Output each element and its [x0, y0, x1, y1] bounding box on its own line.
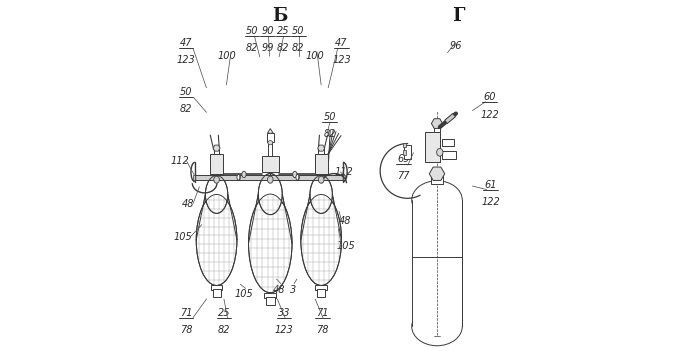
Bar	[210, 154, 223, 174]
Bar	[403, 150, 406, 155]
Text: 77: 77	[398, 171, 410, 181]
Text: 47: 47	[335, 38, 348, 48]
Polygon shape	[432, 119, 443, 128]
Ellipse shape	[411, 307, 462, 346]
Ellipse shape	[411, 181, 462, 219]
Bar	[261, 156, 279, 172]
Text: 25: 25	[277, 26, 289, 36]
Text: 82: 82	[292, 43, 304, 53]
Bar	[411, 200, 462, 326]
Bar	[432, 174, 443, 184]
Ellipse shape	[206, 176, 228, 213]
Bar	[316, 285, 327, 291]
Ellipse shape	[268, 176, 273, 183]
Ellipse shape	[242, 171, 246, 178]
Text: 82: 82	[218, 325, 230, 335]
Bar	[403, 143, 406, 147]
Text: 48: 48	[339, 216, 352, 226]
Bar	[213, 290, 220, 297]
Bar	[411, 200, 462, 326]
Text: Г: Г	[452, 7, 464, 25]
Text: 122: 122	[482, 197, 500, 207]
Text: 100: 100	[306, 51, 325, 61]
Ellipse shape	[436, 148, 443, 156]
Text: 48: 48	[273, 285, 286, 294]
Ellipse shape	[214, 176, 220, 183]
Ellipse shape	[301, 194, 341, 285]
Text: 112: 112	[170, 157, 189, 166]
Bar	[268, 142, 272, 156]
Bar	[266, 297, 275, 305]
Text: 100: 100	[218, 51, 236, 61]
Text: 82: 82	[246, 43, 259, 53]
Text: 48: 48	[182, 199, 195, 208]
Text: 50: 50	[246, 26, 259, 36]
Text: 105: 105	[234, 289, 253, 299]
Text: 69: 69	[398, 154, 410, 164]
Text: 82: 82	[277, 43, 289, 53]
Polygon shape	[430, 167, 445, 180]
Text: 96: 96	[450, 41, 463, 51]
Text: 61: 61	[484, 180, 497, 190]
Bar	[315, 154, 328, 174]
Text: 50: 50	[180, 87, 193, 97]
Text: 50: 50	[292, 26, 304, 36]
Bar	[267, 133, 274, 142]
Text: 60: 60	[484, 93, 496, 102]
Polygon shape	[193, 175, 195, 180]
Polygon shape	[343, 175, 345, 180]
Text: Б: Б	[272, 7, 288, 25]
Ellipse shape	[268, 140, 272, 145]
Text: 3: 3	[291, 285, 297, 294]
Text: 123: 123	[177, 55, 195, 65]
Bar	[264, 293, 277, 298]
Text: 25: 25	[218, 309, 230, 318]
Bar	[442, 139, 454, 146]
Text: 123: 123	[332, 55, 351, 65]
Ellipse shape	[249, 194, 292, 293]
Polygon shape	[268, 128, 273, 133]
Text: 112: 112	[335, 167, 354, 177]
Text: 78: 78	[180, 325, 193, 335]
Bar	[442, 151, 456, 159]
Ellipse shape	[293, 171, 297, 178]
Text: 71: 71	[316, 309, 329, 318]
Text: 47: 47	[180, 38, 193, 48]
Text: 33: 33	[278, 309, 291, 318]
Ellipse shape	[196, 194, 237, 285]
Bar	[434, 124, 440, 132]
Bar	[317, 290, 325, 297]
Polygon shape	[213, 145, 220, 151]
Text: 123: 123	[275, 325, 293, 335]
Ellipse shape	[310, 176, 332, 213]
Ellipse shape	[259, 173, 282, 214]
Ellipse shape	[318, 176, 324, 183]
Text: 105: 105	[173, 232, 192, 242]
Text: 71: 71	[180, 309, 193, 318]
Polygon shape	[318, 145, 325, 151]
Text: 50: 50	[323, 112, 336, 122]
Bar	[195, 175, 343, 180]
Bar	[318, 148, 324, 154]
Ellipse shape	[237, 174, 240, 180]
Text: 122: 122	[480, 110, 499, 119]
Polygon shape	[445, 113, 455, 124]
Bar	[404, 145, 411, 159]
Bar	[425, 132, 440, 162]
Text: 99: 99	[261, 43, 274, 53]
Bar	[214, 148, 220, 154]
Text: 105: 105	[336, 241, 354, 251]
Text: 90: 90	[261, 26, 274, 36]
Text: 82: 82	[323, 129, 336, 139]
Bar	[211, 285, 222, 291]
Text: 82: 82	[180, 104, 193, 114]
Ellipse shape	[296, 174, 300, 180]
Text: 78: 78	[316, 325, 329, 335]
